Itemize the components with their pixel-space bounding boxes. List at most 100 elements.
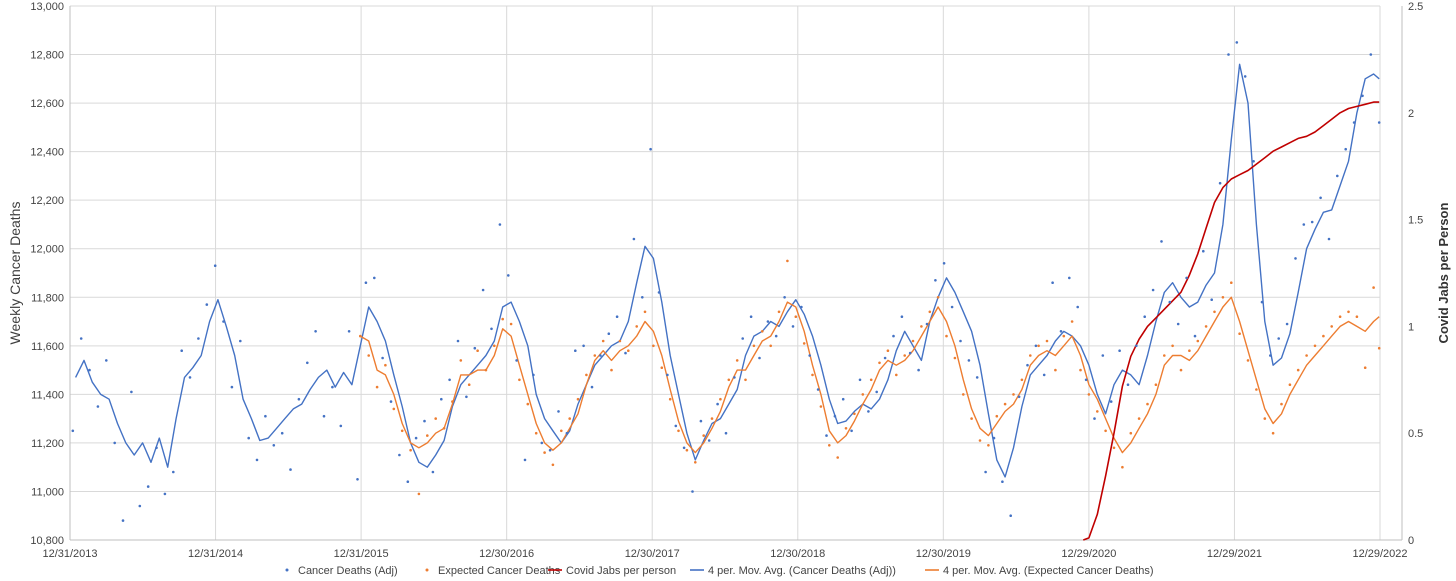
- data-point: [213, 264, 217, 268]
- data-point: [1294, 257, 1297, 260]
- data-point: [800, 305, 803, 309]
- data-point: [1146, 402, 1149, 406]
- legend-item: 4 per. Mov. Avg. (Cancer Deaths (Adj)): [690, 565, 896, 577]
- data-point: [255, 458, 259, 462]
- data-point: [928, 310, 932, 314]
- data-point: [1179, 368, 1183, 372]
- data-point: [121, 519, 125, 522]
- data-point: [869, 378, 873, 382]
- data-point: [239, 339, 242, 343]
- data-point: [811, 373, 814, 377]
- x-tick-label: 12/31/2015: [334, 548, 389, 560]
- data-point: [953, 356, 957, 360]
- data-point: [280, 431, 284, 435]
- data-point: [1129, 431, 1133, 435]
- data-point: [518, 378, 521, 382]
- data-point: [975, 376, 979, 379]
- data-point: [702, 434, 705, 437]
- data-point: [551, 463, 555, 467]
- data-point: [1302, 223, 1306, 226]
- data-point: [967, 359, 971, 362]
- data-point: [761, 330, 764, 333]
- data-point: [593, 354, 597, 357]
- data-point: [783, 296, 786, 299]
- x-tick-label: 12/29/2020: [1061, 548, 1116, 560]
- data-point: [1230, 281, 1233, 285]
- data-point: [1255, 388, 1258, 391]
- data-point: [1213, 310, 1216, 314]
- legend-item: Covid Jabs per person: [548, 565, 676, 577]
- series-line: [74, 63, 1380, 478]
- data-point: [749, 315, 753, 319]
- data-point: [490, 327, 493, 331]
- data-point: [476, 349, 479, 353]
- data-point: [1372, 286, 1375, 289]
- data-point: [1068, 276, 1071, 280]
- data-point: [892, 334, 895, 338]
- data-point: [610, 368, 613, 372]
- data-point: [1369, 53, 1373, 56]
- x-tick-label: 12/30/2017: [625, 548, 680, 560]
- y-tick-label: 12,800: [30, 50, 64, 62]
- x-tick-label: 12/30/2019: [916, 548, 971, 560]
- data-point: [1154, 383, 1158, 387]
- data-point: [1322, 334, 1325, 338]
- data-point: [1012, 393, 1015, 396]
- data-point: [632, 237, 636, 241]
- series-3: [71, 41, 1381, 522]
- y-tick-label: 11,800: [31, 292, 64, 304]
- data-point: [970, 417, 973, 420]
- data-point: [1243, 75, 1247, 78]
- y2-axis-title: Covid Jabs per Person: [1436, 203, 1451, 344]
- data-point: [1336, 174, 1339, 178]
- data-point: [1338, 315, 1342, 319]
- data-point: [1112, 446, 1116, 450]
- y-tick-label: 12,400: [30, 147, 64, 159]
- data-point: [1221, 296, 1225, 299]
- data-point: [442, 427, 446, 430]
- data-point: [1109, 400, 1113, 403]
- data-point: [507, 274, 510, 277]
- data-point: [306, 361, 309, 365]
- data-point: [1363, 366, 1367, 370]
- x-tick-label: 12/31/2013: [42, 548, 97, 560]
- data-point: [599, 354, 602, 357]
- data-point: [699, 419, 703, 423]
- data-point: [88, 368, 91, 372]
- data-point: [381, 356, 384, 360]
- data-point: [920, 325, 923, 328]
- data-point: [331, 385, 334, 389]
- data-point: [833, 414, 837, 418]
- data-point: [230, 385, 234, 389]
- data-point: [247, 436, 250, 440]
- data-point: [197, 337, 200, 340]
- data-point: [1313, 344, 1317, 348]
- data-point: [375, 385, 379, 389]
- data-point: [1269, 354, 1272, 357]
- data-point: [959, 339, 962, 343]
- data-point: [448, 378, 451, 382]
- data-point: [607, 332, 611, 336]
- data-point: [682, 446, 686, 450]
- data-point: [710, 417, 714, 420]
- data-point: [130, 390, 133, 394]
- data-point: [987, 444, 990, 447]
- data-point: [1104, 429, 1107, 433]
- data-point: [649, 147, 652, 151]
- legend-label: 4 per. Mov. Avg. (Expected Cancer Deaths…: [943, 565, 1154, 577]
- data-point: [548, 448, 552, 452]
- data-point: [1377, 346, 1381, 350]
- data-point: [819, 405, 823, 408]
- data-point: [526, 402, 530, 406]
- data-point: [766, 320, 770, 323]
- data-point: [1121, 465, 1124, 469]
- data-point: [71, 429, 75, 433]
- data-point: [568, 417, 571, 420]
- data-point: [727, 378, 731, 382]
- data-point: [934, 279, 937, 282]
- data-point: [515, 359, 518, 362]
- data-point: [359, 334, 362, 338]
- data-point: [853, 412, 856, 416]
- x-tick-label: 12/29/2021: [1207, 548, 1262, 560]
- data-point: [791, 325, 795, 328]
